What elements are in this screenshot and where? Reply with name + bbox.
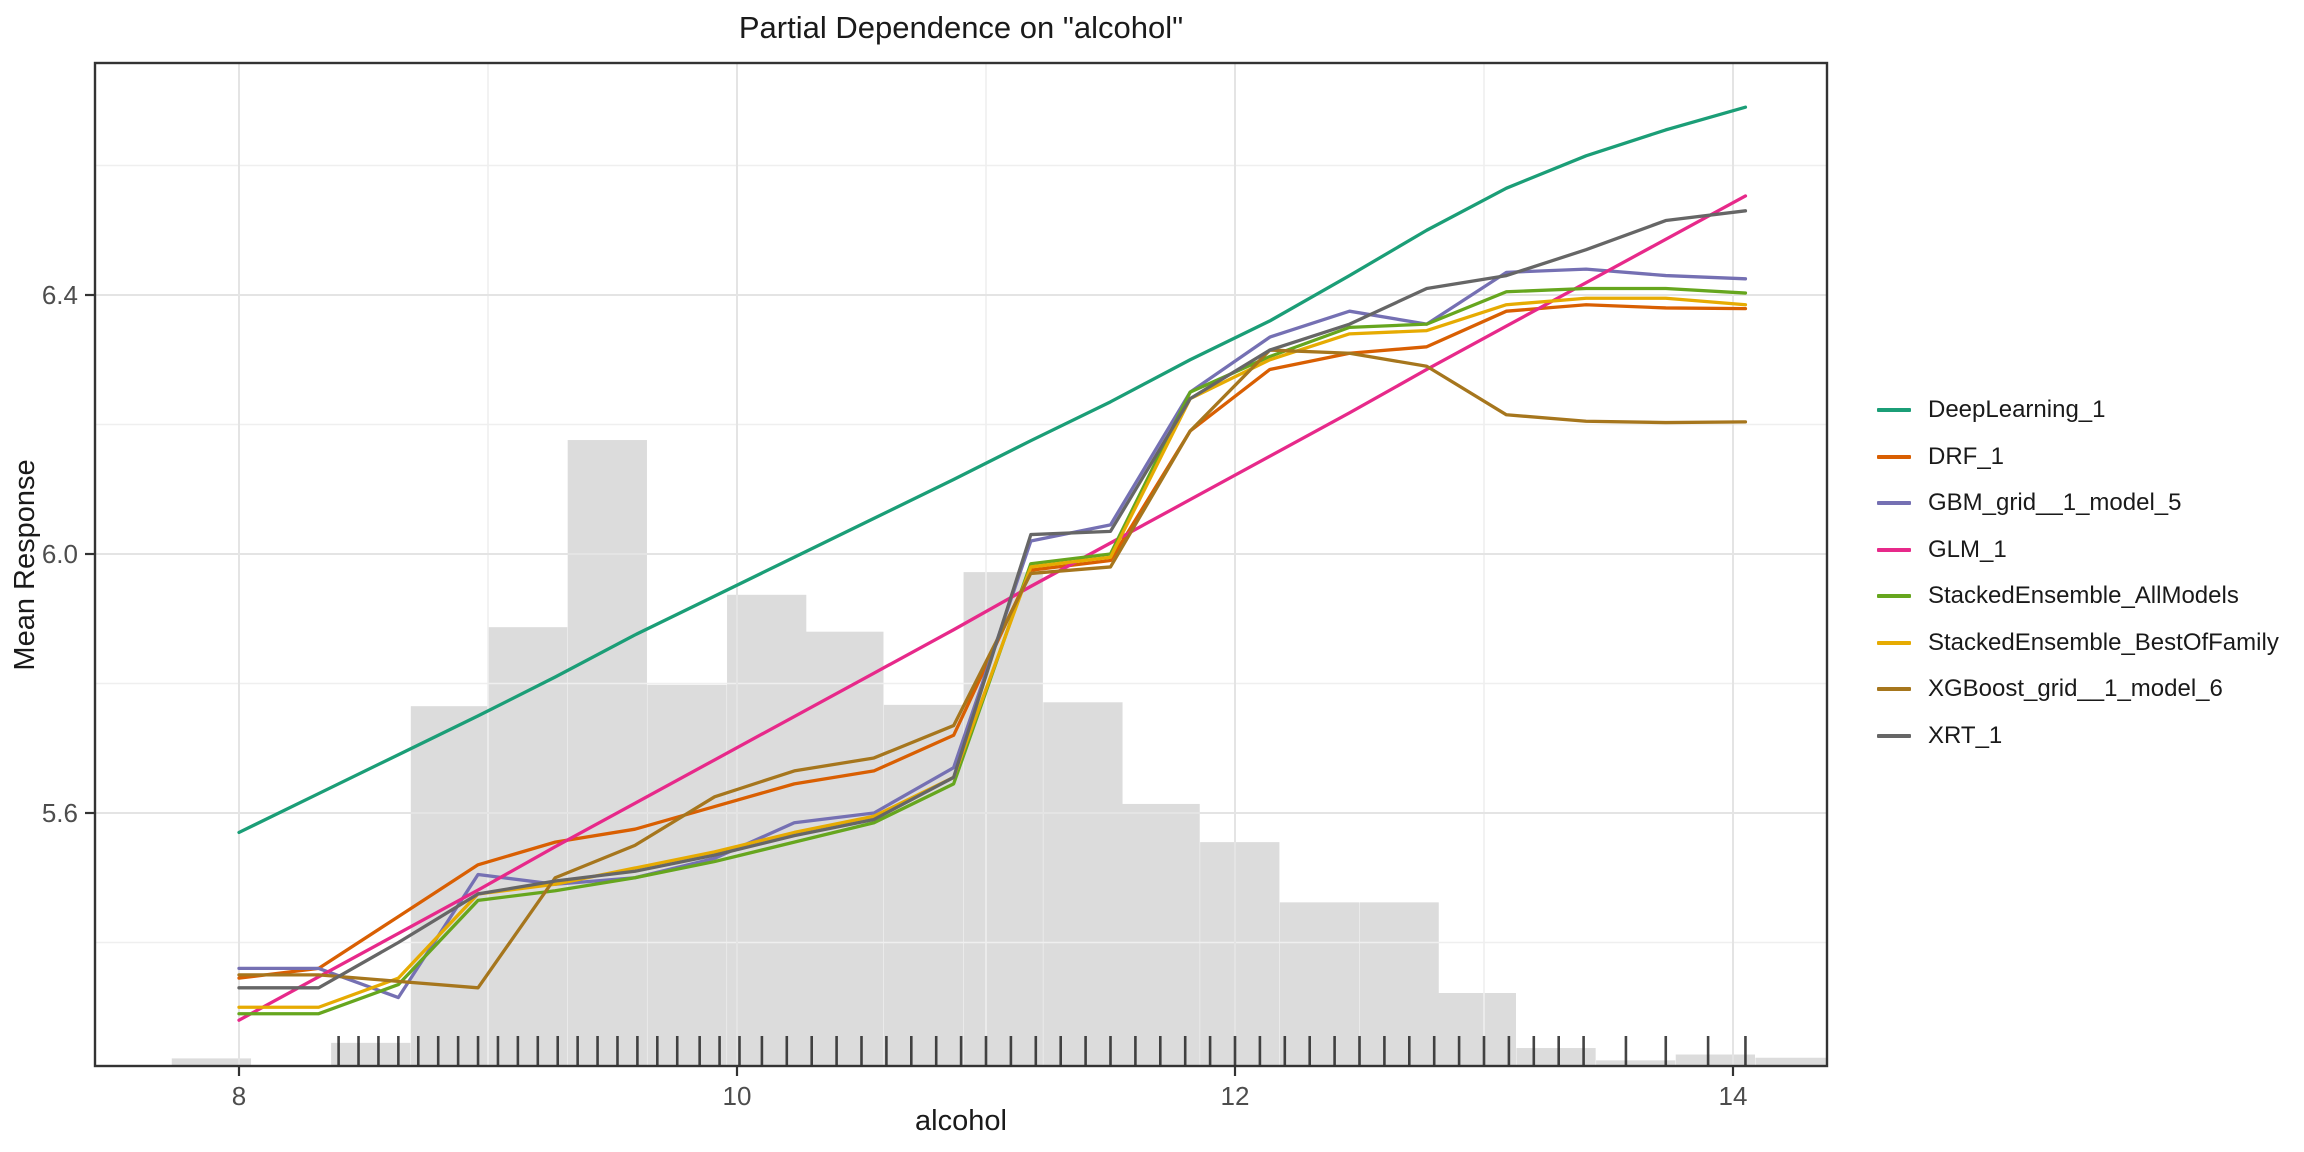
histogram-bar (804, 631, 884, 1066)
legend-label: StackedEnsemble_BestOfFamily (1928, 628, 2279, 656)
histogram-bar (171, 1058, 252, 1066)
histogram-bar (883, 704, 964, 1066)
legend-item-StackedEnsemble_BestOfFamily: StackedEnsemble_BestOfFamily (1877, 620, 2279, 667)
legend-label: DRF_1 (1928, 442, 2005, 470)
rug-marks (337, 1036, 1747, 1065)
y-axis-label: Mean Response (9, 459, 41, 670)
histogram-bar (567, 440, 647, 1066)
x-tick-label: 8 (232, 1081, 246, 1111)
histogram-bar (1359, 902, 1439, 1066)
legend: DeepLearning_1 DRF_1 GBM_grid__1_model_5 GL… (1877, 387, 2279, 759)
histogram-bar (331, 1042, 411, 1066)
legend-label: XGBoost_grid__1_model_6 (1928, 675, 2223, 703)
legend-item-GBM_grid__1_model_5: GBM_grid__1_model_5 (1877, 480, 2279, 527)
legend-label: DeepLearning_1 (1928, 396, 2106, 424)
histogram-bar (410, 706, 491, 1066)
axis-tick-marks (85, 293, 1735, 1076)
pdp-line-XGBoost_grid__1_model_6 (237, 348, 1748, 990)
pdp-series-lines (237, 105, 1748, 1022)
x-tick-label: 10 (723, 1081, 752, 1111)
legend-line-swatch (1877, 547, 1911, 552)
legend-label: GBM_grid__1_model_5 (1928, 489, 2182, 517)
legend-label: GLM_1 (1928, 535, 2007, 563)
y-tick-label: 5.6 (42, 798, 78, 828)
legend-label: StackedEnsemble_AllModels (1928, 582, 2239, 610)
histogram-bar (727, 594, 807, 1066)
pdp-line-GLM_1 (237, 194, 1748, 1022)
legend-item-DRF_1: DRF_1 (1877, 434, 2279, 481)
x-tick-label: 12 (1221, 1081, 1250, 1111)
legend-line-swatch (1877, 687, 1911, 692)
chart-title: Partial Dependence on "alcohol" (739, 10, 1183, 45)
histogram-bar (1120, 803, 1200, 1066)
legend-item-XRT_1: XRT_1 (1877, 713, 2279, 760)
panel-gridlines (95, 63, 1827, 1066)
legend-line-swatch (1877, 594, 1911, 599)
legend-item-StackedEnsemble_AllModels: StackedEnsemble_AllModels (1877, 573, 2279, 620)
legend-line-swatch (1877, 501, 1911, 506)
x-axis-label: alcohol (915, 1105, 1007, 1137)
histogram-bar (1279, 902, 1360, 1066)
legend-line-swatch (1877, 408, 1911, 413)
legend-line-swatch (1877, 454, 1911, 459)
pdp-line-XRT_1 (237, 209, 1748, 990)
histogram-bar (1200, 842, 1280, 1066)
legend-line-swatch (1877, 640, 1911, 645)
x-tick-label: 14 (1719, 1081, 1748, 1111)
legend-item-XGBoost_grid__1_model_6: XGBoost_grid__1_model_6 (1877, 666, 2279, 713)
panel-border (93, 61, 1829, 1068)
legend-label: XRT_1 (1928, 721, 2003, 749)
histogram-bar (647, 684, 727, 1066)
legend-item-GLM_1: GLM_1 (1877, 527, 2279, 574)
y-tick-label: 6.0 (42, 539, 78, 569)
histogram-bar (1436, 993, 1516, 1066)
axis-tick-labels: 8 10 12 14 5.6 6.0 6.4 (42, 280, 1748, 1111)
histogram-bar (1755, 1057, 1827, 1066)
histogram-bar (1516, 1048, 1596, 1066)
histogram-bars (171, 440, 1827, 1066)
histogram-bar (963, 572, 1043, 1066)
legend-line-swatch (1877, 733, 1911, 738)
histogram-bar (1596, 1060, 1676, 1066)
y-tick-label: 6.4 (42, 280, 78, 310)
pdp-line-DeepLearning_1 (237, 105, 1748, 835)
legend-item-DeepLearning_1: DeepLearning_1 (1877, 387, 2279, 434)
histogram-bar (1675, 1054, 1756, 1066)
histogram-bar (1043, 702, 1123, 1066)
